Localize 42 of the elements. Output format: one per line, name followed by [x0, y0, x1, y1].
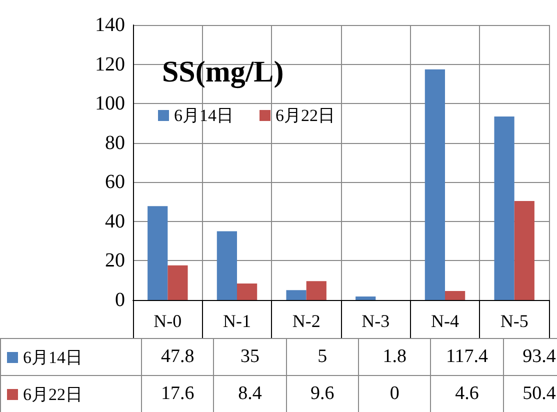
bar: [148, 206, 168, 300]
y-tick-label: 120: [95, 53, 125, 76]
y-tick-label: 60: [105, 171, 125, 194]
data-label: 9.6: [286, 376, 358, 412]
x-tick-label: N-2: [292, 311, 320, 331]
text: 6月22日: [23, 384, 82, 404]
data-label: 8.4: [214, 376, 286, 412]
data-label: 0: [358, 376, 431, 412]
bar: [445, 290, 466, 300]
x-tick-label: N-1: [223, 311, 251, 331]
x-tick-label: N-5: [500, 311, 528, 331]
y-tick-label: 80: [105, 132, 125, 154]
y-tick-label: 40: [105, 210, 125, 232]
bar: [306, 281, 326, 300]
y-tick-label: 0: [115, 289, 125, 311]
data-label: 93.4: [503, 338, 557, 376]
y-tick-label: 140: [95, 14, 125, 36]
bar: [424, 69, 445, 300]
text: SS(mg/L): [162, 56, 284, 88]
data-label: 1.8: [358, 338, 431, 376]
bar: [237, 284, 258, 300]
data-label: 35: [214, 338, 286, 376]
bar: [168, 265, 188, 300]
bar: [286, 290, 306, 300]
x-tick-label: N-4: [431, 311, 459, 331]
bar: [514, 201, 534, 300]
legend-label: 6月14日: [174, 106, 234, 125]
data-label: 17.6: [142, 376, 214, 412]
data-label: 50.4: [503, 376, 557, 412]
bar: [356, 296, 376, 300]
bar: [494, 116, 514, 300]
x-tick-label: N-0: [154, 311, 182, 331]
legend-label: 6月22日: [276, 106, 335, 125]
y-tick-label: 20: [105, 250, 125, 272]
data-label: 5: [286, 338, 358, 376]
y-tick-label: 100: [95, 92, 125, 115]
data-label: 4.6: [430, 376, 504, 412]
bar: [216, 231, 237, 300]
text: 6月14日: [23, 348, 82, 366]
x-tick-label: N-3: [362, 311, 390, 331]
data-label: 47.8: [142, 338, 214, 376]
data-label: 117.4: [430, 338, 504, 376]
